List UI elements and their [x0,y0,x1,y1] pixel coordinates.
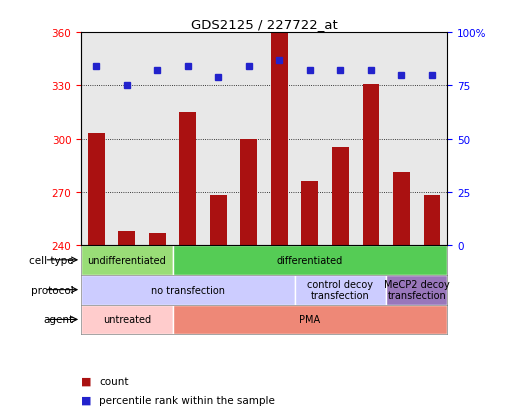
Text: untreated: untreated [103,315,151,325]
Text: agent: agent [43,315,74,325]
Text: protocol: protocol [31,285,74,295]
Bar [149,233,166,245]
Text: count: count [99,376,129,386]
Text: ■: ■ [81,376,92,386]
Bar [88,134,105,245]
Text: undifferentiated: undifferentiated [87,255,166,265]
FancyBboxPatch shape [294,275,386,305]
Text: no transfection: no transfection [151,285,225,295]
Bar [424,196,440,245]
Text: MeCP2 decoy
transfection: MeCP2 decoy transfection [384,279,450,301]
Title: GDS2125 / 227722_at: GDS2125 / 227722_at [191,17,337,31]
Bar [271,33,288,245]
Bar [332,148,349,245]
Text: control decoy
transfection: control decoy transfection [308,279,373,301]
Text: differentiated: differentiated [277,255,343,265]
FancyBboxPatch shape [386,275,447,305]
Bar [362,84,379,245]
Bar [241,139,257,245]
Text: cell type: cell type [29,255,74,265]
Bar [210,196,227,245]
FancyBboxPatch shape [81,305,173,335]
Text: PMA: PMA [299,315,321,325]
FancyBboxPatch shape [173,305,447,335]
FancyBboxPatch shape [81,245,173,275]
Bar [301,182,319,245]
Bar [118,231,135,245]
Text: percentile rank within the sample: percentile rank within the sample [99,395,275,405]
FancyBboxPatch shape [173,245,447,275]
Bar [393,173,410,245]
Bar [179,113,196,245]
Text: ■: ■ [81,395,92,405]
FancyBboxPatch shape [81,275,294,305]
